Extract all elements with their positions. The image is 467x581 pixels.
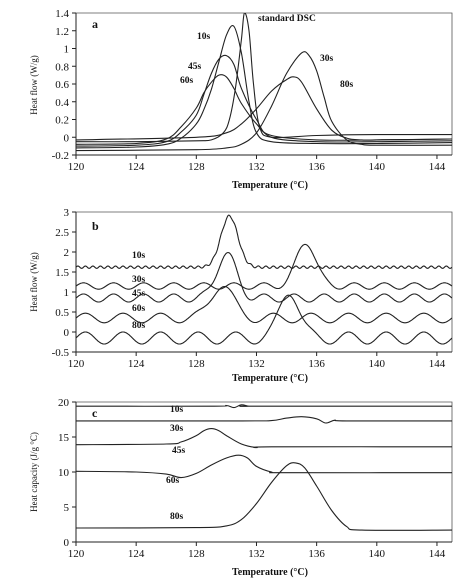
- panel-b-x-tick-label: 132: [248, 358, 265, 370]
- panel-b-x-tick-label: 136: [308, 358, 325, 370]
- panel-b-series-group: [76, 214, 452, 345]
- panel-a-x-tick-label: 144: [429, 161, 446, 173]
- panel-a-frame: [76, 12, 453, 155]
- panel-a-annotation-10s: 10s: [197, 32, 211, 42]
- panel-a-series-60s: [76, 74, 452, 145]
- panel-a-y-tick-label: 1: [64, 44, 70, 56]
- panel-c-y-tick-label: 5: [64, 502, 70, 514]
- panel-a-y-tick-label: 0: [64, 132, 70, 144]
- panel-b-series-80s: [76, 294, 452, 345]
- panel-a-letter: a: [92, 17, 98, 31]
- panel-b-x-tick-label: 120: [68, 358, 85, 370]
- panel-b-series-10s: [76, 214, 452, 269]
- panel-a-x-tick-label: 124: [128, 161, 145, 173]
- panel-c-y-tick-label: 0: [64, 537, 70, 549]
- panel-a-xlabel: Temperature (°C): [232, 180, 308, 191]
- panel-b-xlabel: Temperature (°C): [232, 373, 308, 384]
- panel-c-series-30s: [76, 416, 452, 424]
- panel-c-series-80s: [76, 462, 452, 531]
- panel-a-ylabel: Heat flow (W/g): [29, 55, 39, 114]
- panel-b-annotation-30s: 30s: [132, 275, 146, 285]
- panel-a-y-tick-label: 1.4: [55, 8, 69, 20]
- panel-b-series-60s: [76, 285, 452, 324]
- panel-a-annotation-standard-dsc: standard DSC: [258, 14, 316, 24]
- panel-a-series-80s: [76, 76, 452, 141]
- panel-a-series-group: [76, 13, 452, 152]
- panel-b-ylabel: Heat flow (W/g): [29, 252, 39, 311]
- panel-c-letter: c: [92, 406, 98, 420]
- panel-b-y-tick-label: -0.5: [52, 347, 70, 359]
- panel-a-series-30s: [76, 51, 452, 152]
- panel-b: b Heat flow (W/g) Temperature (°C) 10s 3…: [29, 207, 453, 384]
- panel-c-annotation-45s: 45s: [172, 446, 186, 456]
- panel-b-y-tick-label: 3: [64, 207, 70, 219]
- panel-a-x-tick-label: 136: [308, 161, 325, 173]
- panel-b-series-45s: [76, 251, 452, 303]
- panel-a-x-tick-label: 128: [188, 161, 205, 173]
- panel-c-series-10s: [76, 404, 452, 409]
- panel-a-series-standard-dsc: [76, 13, 452, 143]
- panel-a-series-10s: [76, 25, 452, 149]
- panel-b-x-tick-label: 128: [188, 358, 205, 370]
- panel-c-xlabel: Temperature (°C): [232, 567, 308, 578]
- panel-a-x-tick-label: 132: [248, 161, 265, 173]
- panel-c-x-tick-label: 124: [128, 548, 145, 560]
- panel-c-y-tick-label: 15: [58, 432, 70, 444]
- panel-c-x-tick-label: 136: [308, 548, 325, 560]
- panel-b-annotation-45s: 45s: [132, 289, 146, 299]
- panel-c-x-tick-label: 140: [369, 548, 386, 560]
- panel-b-letter: b: [92, 219, 99, 233]
- panel-c-annotation-60s: 60s: [166, 476, 180, 486]
- panel-b-annotation-80s: 80s: [132, 321, 146, 331]
- panel-c-x-tick-label: 144: [429, 548, 446, 560]
- panel-b-x-tick-label: 140: [369, 358, 386, 370]
- panel-b-y-tick-label: 2: [64, 247, 70, 259]
- panel-b-annotation-10s: 10s: [132, 251, 146, 261]
- panel-c-y-tick-label: 20: [58, 397, 70, 409]
- panel-a-y-tick-label: -0.2: [52, 150, 69, 162]
- panel-b-y-tick-label: 1.5: [55, 267, 69, 279]
- panel-c-annotation-30s: 30s: [170, 424, 184, 434]
- panel-b-annotation-60s: 60s: [132, 304, 146, 314]
- panel-c-x-tick-label: 128: [188, 548, 205, 560]
- panel-b-y-tick-label: 0.5: [55, 307, 69, 319]
- panel-c-y-tick-label: 10: [58, 467, 70, 479]
- panel-a-y-tick-label: 0.2: [55, 115, 69, 127]
- panel-c-frame: [76, 401, 453, 542]
- panel-b-x-tick-label: 124: [128, 358, 145, 370]
- panel-c-annotation-80s: 80s: [170, 512, 184, 522]
- panel-a-y-tick-label: 0.8: [55, 61, 69, 73]
- panel-b-x-tick-label: 144: [429, 358, 446, 370]
- panel-b-y-tick-label: 0: [64, 327, 70, 339]
- panel-c-ylabel: Heat capacity (J/g °C): [29, 432, 39, 512]
- panel-b-series-30s: [76, 243, 452, 290]
- panel-c-x-tick-label: 132: [248, 548, 265, 560]
- panel-a-annotation-45s: 45s: [188, 62, 202, 72]
- panel-a-x-tick-label: 120: [68, 161, 85, 173]
- panel-a-x-tick-label: 140: [369, 161, 386, 173]
- panel-a-annotation-80s: 80s: [340, 80, 354, 90]
- panel-b-y-tick-label: 2.5: [55, 227, 69, 239]
- panel-a-y-tick-label: 0.4: [55, 97, 69, 109]
- panel-a-y-tick-label: 1.2: [55, 26, 69, 38]
- panel-c-annotation-10s: 10s: [170, 405, 184, 415]
- panel-a-annotation-60s: 60s: [180, 76, 194, 86]
- panel-c-series-45s: [76, 428, 452, 449]
- panel-b-frame: [76, 211, 453, 352]
- panel-a-annotation-30s: 30s: [320, 54, 334, 64]
- panel-c-series-group: [76, 404, 452, 531]
- panel-a-y-tick-label: 0.6: [55, 79, 69, 91]
- panel-c: c Heat capacity (J/g °C) Temperature (°C…: [29, 397, 453, 578]
- panel-c-x-tick-label: 120: [68, 548, 85, 560]
- panel-c-series-60s: [76, 454, 452, 479]
- panel-a: a Heat flow (W/g) Temperature (°C) 10s s…: [29, 8, 453, 191]
- panel-b-y-tick-label: 1: [64, 287, 70, 299]
